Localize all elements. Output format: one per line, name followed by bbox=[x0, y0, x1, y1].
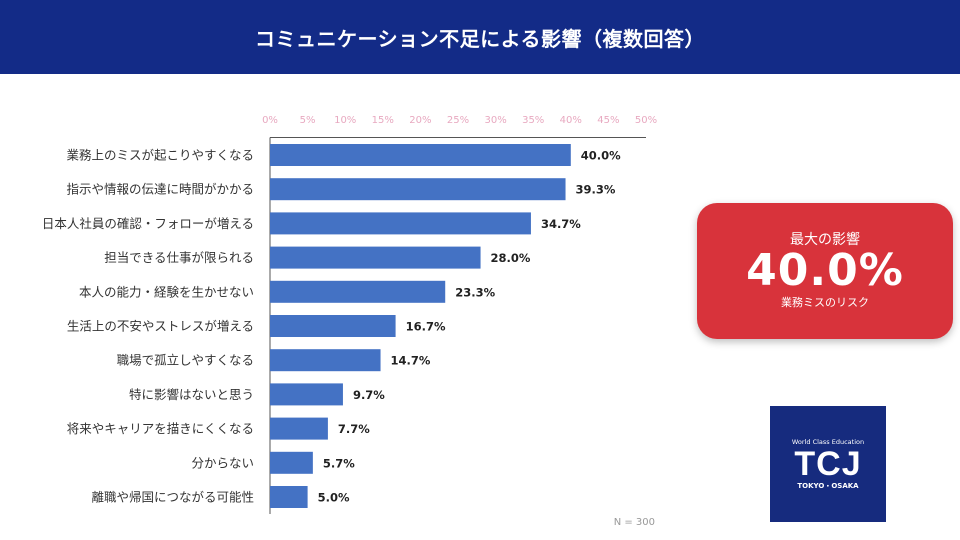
tcj-logo: World Class Education TCJ TOKYO・OSAKA bbox=[770, 406, 886, 522]
value-label: 28.0% bbox=[491, 251, 531, 265]
category-label: 分からない bbox=[191, 455, 254, 470]
category-label: 離職や帰国につながる可能性 bbox=[91, 490, 254, 505]
category-label: 本人の能力・経験を生かせない bbox=[79, 284, 254, 299]
bar bbox=[270, 178, 566, 201]
bar bbox=[270, 280, 446, 303]
x-tick-label: 40% bbox=[560, 115, 582, 126]
value-label: 5.7% bbox=[323, 456, 355, 470]
category-label: 職場で孤立しやすくなる bbox=[117, 353, 254, 368]
logo-wordmark: TCJ bbox=[794, 444, 862, 483]
x-tick-label: 35% bbox=[522, 115, 544, 126]
bar bbox=[270, 212, 531, 235]
callout-value: 40.0% bbox=[746, 245, 904, 296]
highlight-callout: 最大の影響 40.0% 業務ミスのリスク bbox=[697, 203, 953, 339]
bar bbox=[270, 144, 571, 166]
value-label: 9.7% bbox=[353, 388, 385, 402]
bar bbox=[270, 486, 308, 508]
bar bbox=[270, 349, 381, 372]
bar bbox=[270, 383, 343, 406]
x-tick-label: 50% bbox=[635, 115, 657, 126]
x-tick-label: 15% bbox=[372, 115, 394, 126]
x-tick-label: 25% bbox=[447, 115, 469, 126]
callout-title: 最大の影響 bbox=[790, 232, 860, 248]
x-tick-label: 30% bbox=[484, 115, 506, 126]
bar bbox=[270, 315, 396, 337]
header-bar: コミュニケーション不足による影響（複数回答） bbox=[0, 0, 960, 74]
category-label: 担当できる仕事が限られる bbox=[104, 250, 254, 265]
logo-locations: TOKYO・OSAKA bbox=[797, 481, 859, 490]
x-tick-label: 10% bbox=[334, 115, 356, 126]
x-tick-label: 0% bbox=[262, 115, 278, 126]
category-label: 将来やキャリアを描きにくくなる bbox=[67, 421, 254, 436]
value-label: 39.3% bbox=[576, 183, 616, 197]
category-label: 特に影響はないと思う bbox=[129, 387, 254, 402]
x-tick-label: 20% bbox=[409, 115, 431, 126]
value-label: 23.3% bbox=[455, 285, 495, 299]
value-label: 40.0% bbox=[581, 149, 621, 163]
value-label: 7.7% bbox=[338, 422, 370, 436]
page-title: コミュニケーション不足による影響（複数回答） bbox=[255, 26, 705, 51]
bar bbox=[270, 417, 328, 440]
callout-subtitle: 業務ミスのリスク bbox=[781, 296, 869, 309]
category-label: 生活上の不安やストレスが増える bbox=[67, 319, 254, 334]
value-label: 34.7% bbox=[541, 217, 581, 231]
logo-tagline: World Class Education bbox=[791, 437, 865, 446]
bar bbox=[270, 451, 313, 474]
bar bbox=[270, 246, 481, 269]
x-tick-label: 45% bbox=[597, 115, 619, 126]
sample-size-note: N = 300 bbox=[614, 517, 655, 528]
x-tick-label: 5% bbox=[300, 115, 316, 126]
value-label: 16.7% bbox=[406, 320, 446, 334]
value-label: 5.0% bbox=[318, 491, 350, 505]
category-label: 指示や情報の伝達に時間がかかる bbox=[66, 182, 254, 197]
category-label: 日本人社員の確認・フォローが増える bbox=[42, 216, 254, 231]
value-label: 14.7% bbox=[391, 354, 431, 368]
category-label: 業務上のミスが起こりやすくなる bbox=[66, 148, 254, 163]
